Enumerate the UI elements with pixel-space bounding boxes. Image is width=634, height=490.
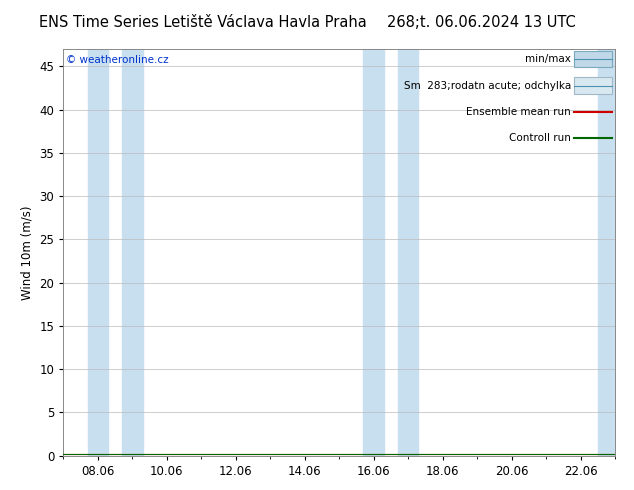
Text: ENS Time Series Letiště Václava Havla Praha: ENS Time Series Letiště Václava Havla Pr… [39, 15, 366, 30]
Text: © weatheronline.cz: © weatheronline.cz [66, 55, 169, 65]
Bar [87, 49, 108, 456]
FancyBboxPatch shape [574, 77, 612, 94]
Bar [363, 49, 384, 456]
Text: Sm  283;rodatn acute; odchylka: Sm 283;rodatn acute; odchylka [404, 80, 571, 91]
Text: 268;t. 06.06.2024 13 UTC: 268;t. 06.06.2024 13 UTC [387, 15, 576, 30]
Text: Controll run: Controll run [509, 133, 571, 144]
Bar [398, 49, 418, 456]
Y-axis label: Wind 10m (m/s): Wind 10m (m/s) [21, 205, 34, 299]
FancyBboxPatch shape [574, 51, 612, 67]
Bar [122, 49, 143, 456]
Bar [598, 49, 615, 456]
Text: Ensemble mean run: Ensemble mean run [466, 107, 571, 117]
Text: min/max: min/max [525, 54, 571, 64]
